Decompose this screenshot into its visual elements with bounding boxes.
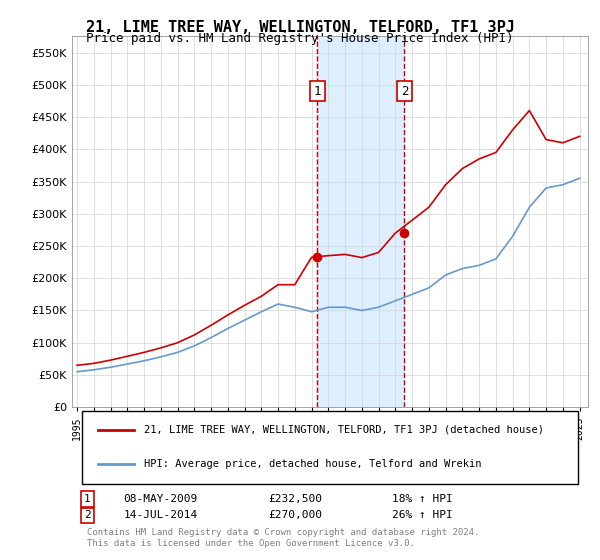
Text: HPI: Average price, detached house, Telford and Wrekin: HPI: Average price, detached house, Telf… xyxy=(144,459,482,469)
Text: 08-MAY-2009: 08-MAY-2009 xyxy=(124,494,198,504)
Text: Contains HM Land Registry data © Crown copyright and database right 2024.
This d: Contains HM Land Registry data © Crown c… xyxy=(88,528,480,548)
FancyBboxPatch shape xyxy=(82,411,578,484)
Text: 2: 2 xyxy=(401,85,408,97)
Text: £232,500: £232,500 xyxy=(268,494,322,504)
Text: 1: 1 xyxy=(314,85,321,97)
Text: 26% ↑ HPI: 26% ↑ HPI xyxy=(392,510,452,520)
Text: 1: 1 xyxy=(84,494,91,504)
Text: 2: 2 xyxy=(84,510,91,520)
Text: 14-JUL-2014: 14-JUL-2014 xyxy=(124,510,198,520)
Text: £270,000: £270,000 xyxy=(268,510,322,520)
Bar xyxy=(317,36,404,407)
Text: 18% ↑ HPI: 18% ↑ HPI xyxy=(392,494,452,504)
Text: Price paid vs. HM Land Registry's House Price Index (HPI): Price paid vs. HM Land Registry's House … xyxy=(86,32,514,45)
Text: 21, LIME TREE WAY, WELLINGTON, TELFORD, TF1 3PJ: 21, LIME TREE WAY, WELLINGTON, TELFORD, … xyxy=(86,20,514,35)
Text: 21, LIME TREE WAY, WELLINGTON, TELFORD, TF1 3PJ (detached house): 21, LIME TREE WAY, WELLINGTON, TELFORD, … xyxy=(144,425,544,435)
